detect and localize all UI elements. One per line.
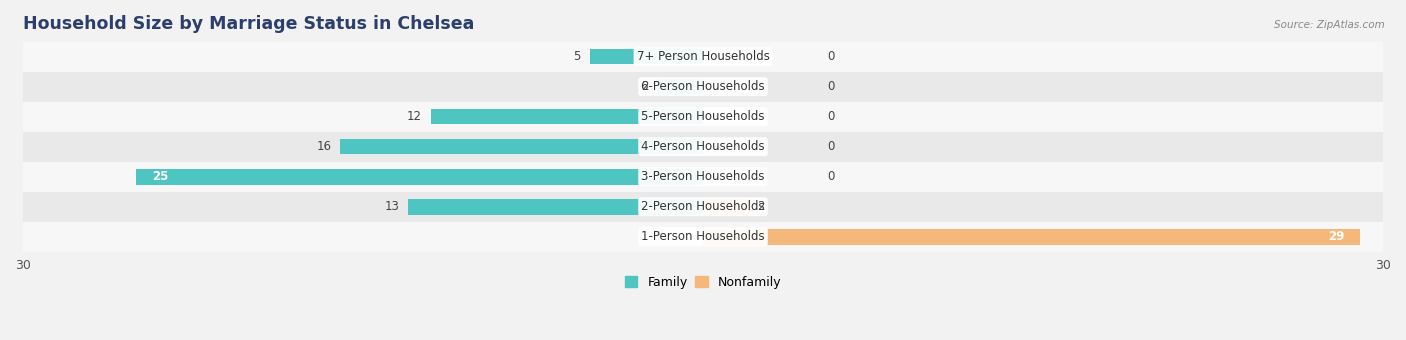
Text: 5-Person Households: 5-Person Households (641, 110, 765, 123)
Text: 16: 16 (316, 140, 332, 153)
Text: 7+ Person Households: 7+ Person Households (637, 50, 769, 63)
Bar (22, 222, 1384, 252)
Bar (340, 139, 703, 154)
Text: 25: 25 (152, 170, 169, 183)
Bar (703, 229, 1361, 244)
Text: 6-Person Households: 6-Person Households (641, 80, 765, 93)
Text: 0: 0 (828, 50, 835, 63)
Text: 29: 29 (1329, 230, 1344, 243)
Bar (22, 102, 1384, 132)
Text: 0: 0 (828, 80, 835, 93)
Text: 3-Person Households: 3-Person Households (641, 170, 765, 183)
Bar (136, 169, 703, 185)
Text: Source: ZipAtlas.com: Source: ZipAtlas.com (1274, 20, 1385, 30)
Text: 1-Person Households: 1-Person Households (641, 230, 765, 243)
Text: 12: 12 (406, 110, 422, 123)
Text: 0: 0 (828, 140, 835, 153)
Text: 2: 2 (758, 200, 765, 213)
Text: 4-Person Households: 4-Person Households (641, 140, 765, 153)
Bar (658, 79, 703, 95)
Bar (22, 72, 1384, 102)
Legend: Family, Nonfamily: Family, Nonfamily (620, 271, 786, 294)
Bar (22, 132, 1384, 162)
Text: 2: 2 (641, 80, 648, 93)
Bar (703, 199, 748, 215)
Text: 5: 5 (574, 50, 581, 63)
Bar (22, 41, 1384, 72)
Bar (22, 192, 1384, 222)
Text: Household Size by Marriage Status in Chelsea: Household Size by Marriage Status in Che… (22, 15, 474, 33)
Text: 13: 13 (384, 200, 399, 213)
Text: 2-Person Households: 2-Person Households (641, 200, 765, 213)
Text: 0: 0 (828, 110, 835, 123)
Text: 0: 0 (828, 170, 835, 183)
Bar (589, 49, 703, 64)
Bar (22, 162, 1384, 192)
Bar (408, 199, 703, 215)
Bar (432, 109, 703, 124)
